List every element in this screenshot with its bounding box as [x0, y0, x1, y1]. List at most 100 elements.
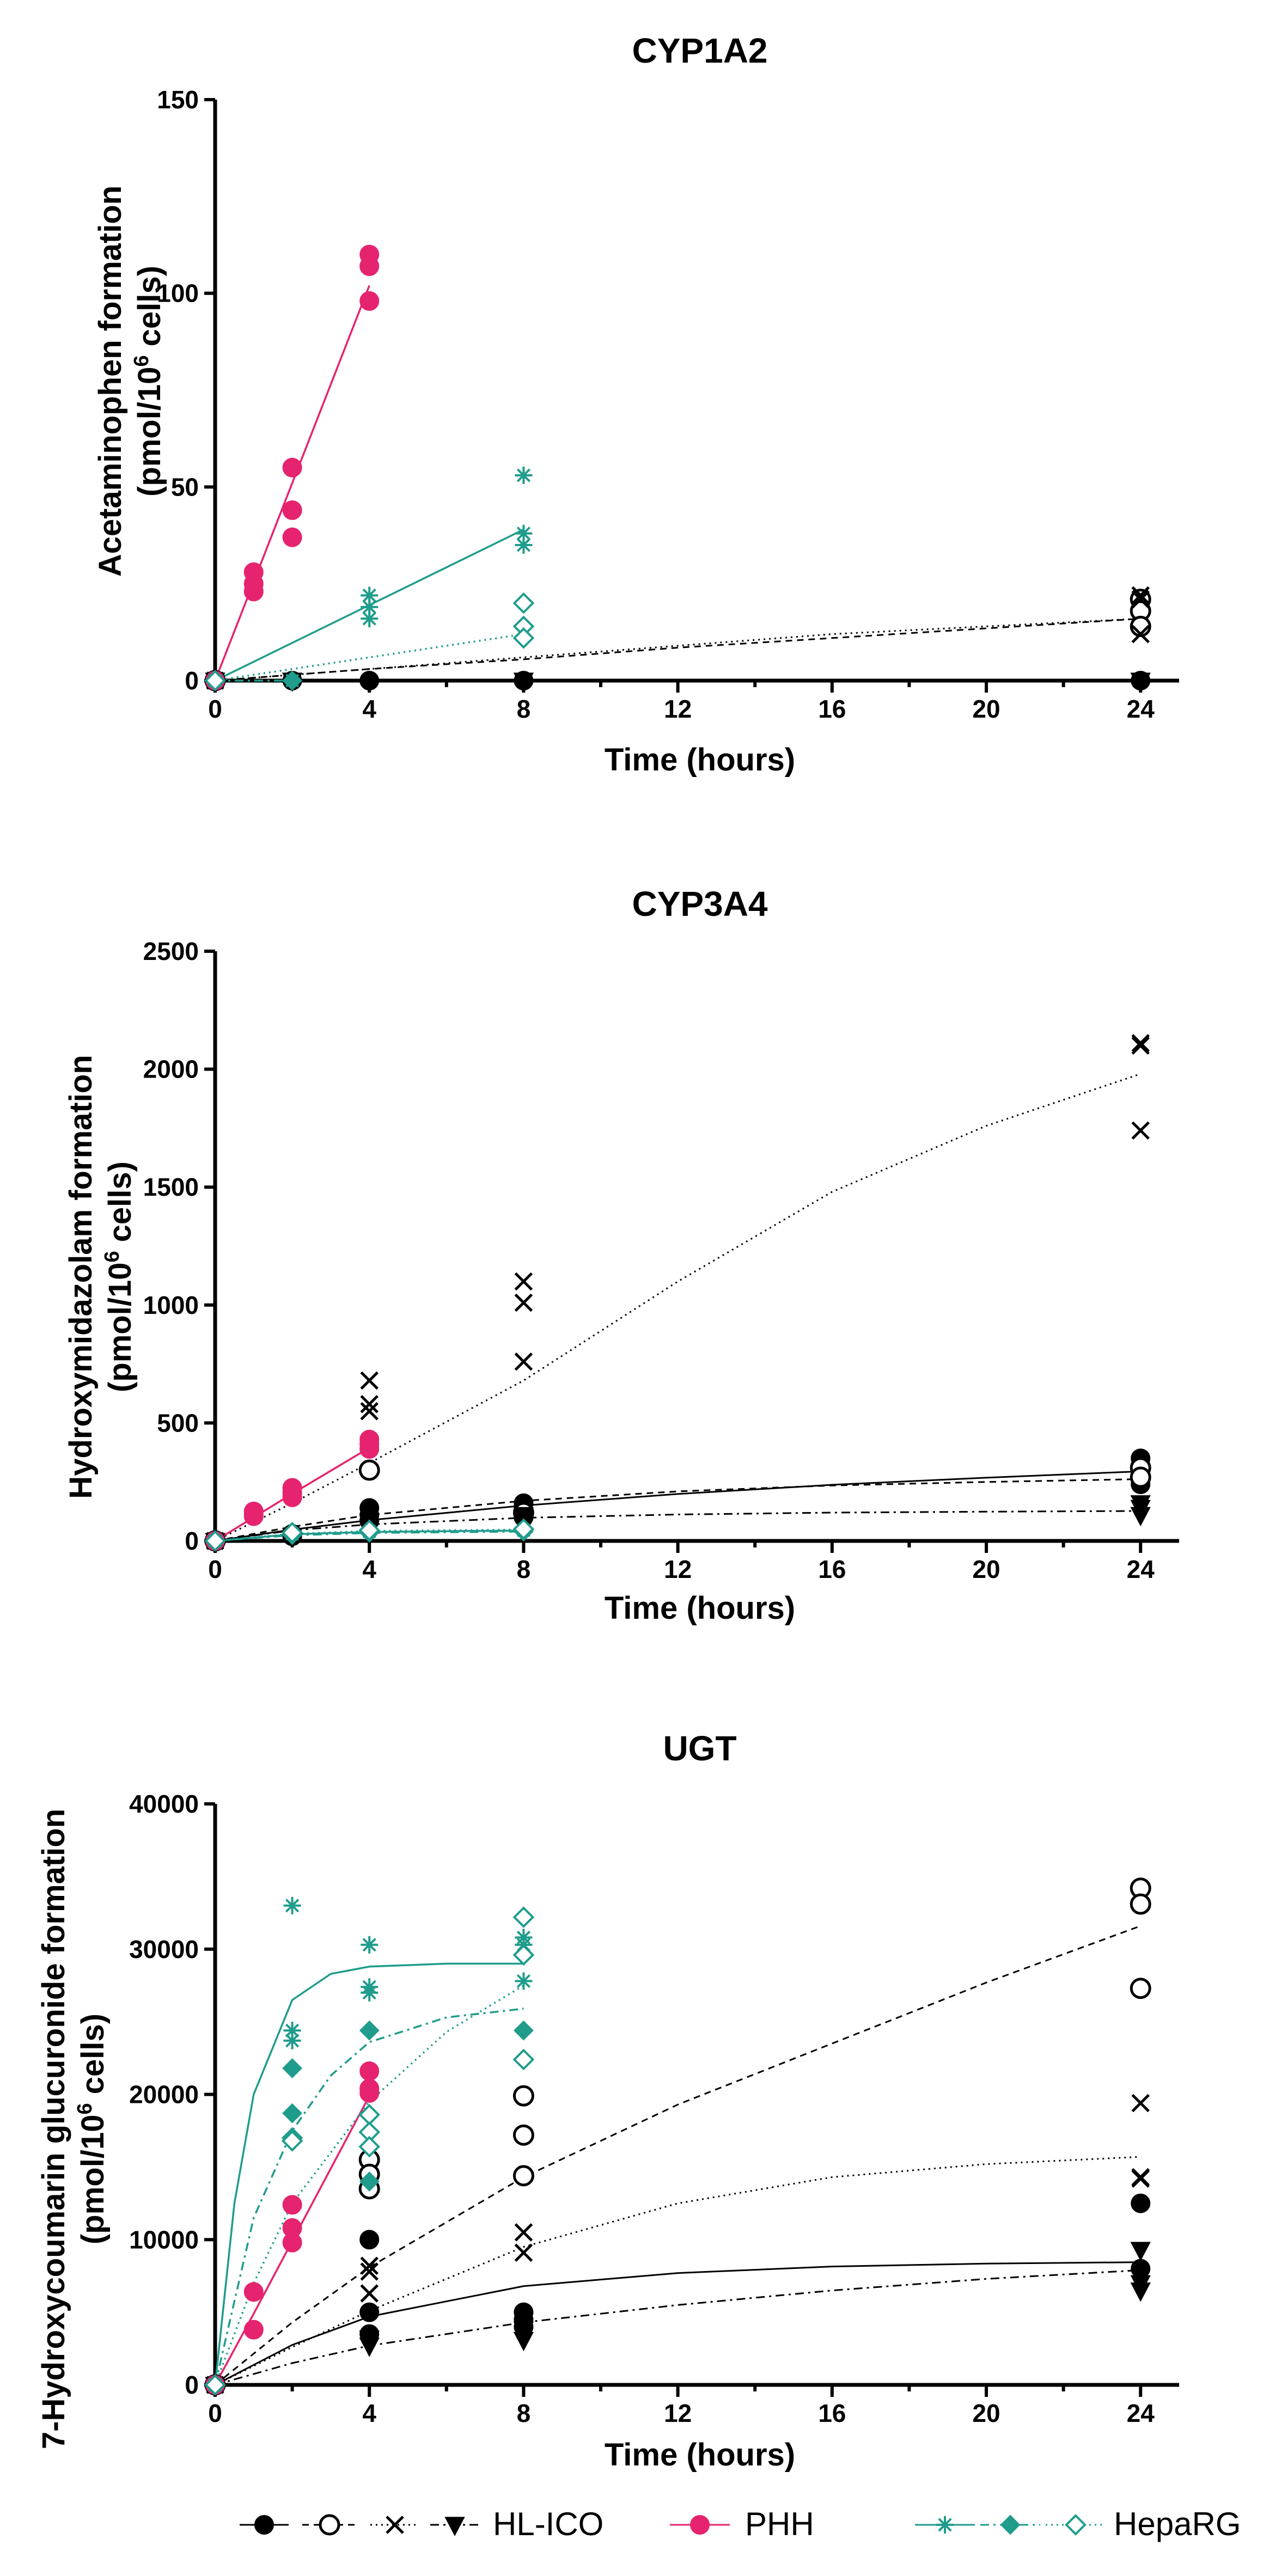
- legend: HL-ICO PHH HepaRG: [240, 2506, 1241, 2542]
- data-point-hlico-cross: [360, 2256, 379, 2275]
- x-tick-label: 8: [517, 1555, 531, 1583]
- x-tick-label: 8: [517, 695, 531, 723]
- legend-marker-cross: [386, 2516, 404, 2534]
- data-point-hlico-open-circle: [1130, 1466, 1151, 1488]
- data-point-hlico-cross: [360, 1394, 379, 1414]
- y-tick-label: 50: [171, 473, 199, 501]
- fit-curve-hlico-open-circle: [215, 1478, 1141, 1542]
- data-point-hlico-cross: [1131, 2094, 1150, 2113]
- x-tick-label: 16: [818, 2399, 846, 2427]
- data-point-heparg-diamond-open: [358, 2136, 381, 2158]
- data-point-heparg-asterisk: [361, 586, 379, 604]
- chart-ugt: UGT 7-Hydroxycoumarin glucuronide format…: [36, 1729, 1179, 2473]
- legend-marker-diamond-filled: [1000, 2514, 1021, 2535]
- x-axis-label: Time (hours): [605, 742, 795, 778]
- y-tick-label: 1500: [143, 1173, 199, 1201]
- data-point-hlico-cross: [514, 2243, 533, 2262]
- data-point-heparg-asterisk: [515, 524, 533, 542]
- data-point-phh-filled-circle: [243, 582, 264, 602]
- data-point-heparg-asterisk: [515, 536, 533, 554]
- data-point-hlico-filled-circle: [359, 2230, 380, 2250]
- data-point-phh-filled-circle: [282, 1487, 302, 1507]
- y-axis-label: Acetaminophen formation: [93, 186, 128, 577]
- data-point-phh-filled-circle: [359, 2061, 380, 2081]
- x-tick-label: 16: [818, 695, 846, 723]
- chart-title: CYP3A4: [632, 884, 768, 923]
- data-point-hlico-cross: [1131, 1121, 1150, 1140]
- legend-marker-filled-circle: [254, 2515, 274, 2535]
- data-point-phh-filled-circle: [359, 2083, 380, 2103]
- data-point-phh-filled-circle: [282, 527, 302, 547]
- data-point-heparg-diamond-filled: [282, 2103, 303, 2124]
- x-tick-label: 12: [664, 2399, 692, 2427]
- data-point-phh-filled-circle: [243, 2320, 264, 2340]
- y-tick-label: 30000: [129, 1935, 199, 1963]
- data-point-heparg-diamond-open: [512, 1944, 535, 1966]
- fit-curve-heparg-diamond-filled: [214, 2008, 524, 2385]
- data-point-phh-filled-circle: [359, 256, 380, 276]
- y-axis-label-units: (pmol/106 cells): [130, 266, 167, 497]
- data-point-heparg-diamond-filled: [359, 2171, 380, 2192]
- x-tick-label: 12: [664, 695, 692, 723]
- legend-marker-open-circle: [319, 2514, 340, 2536]
- data-point-heparg-asterisk: [361, 598, 379, 616]
- x-tick-label: 20: [972, 1555, 1000, 1583]
- data-point-phh-filled-circle: [282, 2195, 302, 2215]
- y-axis-label-units: (pmol/106 cells): [101, 1161, 138, 1392]
- fit-curve-phh-filled-circle: [214, 285, 370, 681]
- data-point-heparg-asterisk: [361, 610, 379, 628]
- data-point-heparg-diamond-open: [204, 670, 226, 692]
- fit-curve-hlico-cross: [215, 2156, 1141, 2386]
- data-point-heparg-diamond-filled: [513, 2020, 534, 2041]
- x-tick-label: 24: [1127, 1555, 1155, 1583]
- data-point-hlico-cross: [514, 1272, 533, 1291]
- y-axis-label: 7-Hydroxycoumarin glucuronide formation: [36, 1809, 71, 2449]
- x-axis-label: Time (hours): [605, 2437, 795, 2473]
- legend-marker-filled-circle: [690, 2515, 710, 2535]
- chart-cyp1a2: CYP1A2 Acetaminophen formation (pmol/106…: [93, 31, 1179, 778]
- data-point-phh-filled-circle: [359, 1439, 380, 1459]
- x-tick-label: 0: [208, 695, 222, 723]
- chart-title: UGT: [663, 1729, 736, 1768]
- fit-curve-hlico-triangle: [215, 2269, 1141, 2386]
- fit-curve-heparg-asterisk: [214, 1962, 524, 2385]
- y-tick-label: 40000: [129, 1790, 199, 1818]
- y-tick-label: 0: [185, 1527, 199, 1555]
- data-point-hlico-cross: [1131, 2169, 1150, 2188]
- data-point-hlico-cross: [1131, 590, 1150, 609]
- y-tick-label: 20000: [129, 2081, 199, 2109]
- data-point-hlico-triangle: [1130, 672, 1151, 692]
- data-point-phh-filled-circle: [243, 2282, 264, 2302]
- data-point-hlico-open-circle: [358, 1459, 380, 1481]
- x-tick-label: 24: [1127, 695, 1155, 723]
- data-point-heparg-diamond-open: [512, 2048, 535, 2071]
- data-point-hlico-triangle: [513, 2322, 534, 2341]
- plot-area: 0 500 1000 1500 2000 2500 0 4 8 12 16 20 24: [143, 937, 1179, 1583]
- fit-curve-hlico-cross: [215, 1073, 1141, 1542]
- plot-area: 0 10000 20000 30000 40000 0 4 8 12 16 20 24: [129, 1790, 1179, 2427]
- x-tick-label: 20: [972, 2399, 1000, 2427]
- data-point-heparg-asterisk: [283, 2032, 301, 2049]
- data-point-hlico-triangle: [1130, 1507, 1151, 1527]
- data-point-hlico-cross: [1131, 1036, 1150, 1055]
- data-point-hlico-cross: [360, 1402, 379, 1421]
- x-tick-label: 20: [972, 695, 1000, 723]
- x-tick-label: 4: [362, 1555, 376, 1583]
- data-point-heparg-diamond-open: [512, 1518, 535, 1540]
- data-point-heparg-diamond-filled: [282, 670, 303, 691]
- data-point-heparg-diamond-open: [512, 592, 535, 614]
- data-point-hlico-cross: [360, 2284, 379, 2303]
- legend-heparg: [915, 2514, 1106, 2536]
- data-point-heparg-asterisk: [283, 1896, 301, 1914]
- y-tick-label: 10000: [129, 2225, 199, 2254]
- y-tick-label: 0: [185, 2371, 199, 2399]
- data-point-heparg-asterisk: [361, 1984, 379, 2002]
- data-point-heparg-diamond-filled: [359, 2020, 380, 2041]
- chart-cyp3a4: CYP3A4 Hydroxymidazolam formation (pmol/…: [63, 884, 1179, 1626]
- y-tick-label: 0: [185, 666, 199, 695]
- data-point-hlico-open-circle: [512, 2085, 534, 2107]
- legend-label-heparg: HepaRG: [1114, 2506, 1241, 2542]
- data-point-heparg-diamond-open: [204, 1530, 226, 1552]
- data-point-hlico-cross: [360, 2262, 379, 2281]
